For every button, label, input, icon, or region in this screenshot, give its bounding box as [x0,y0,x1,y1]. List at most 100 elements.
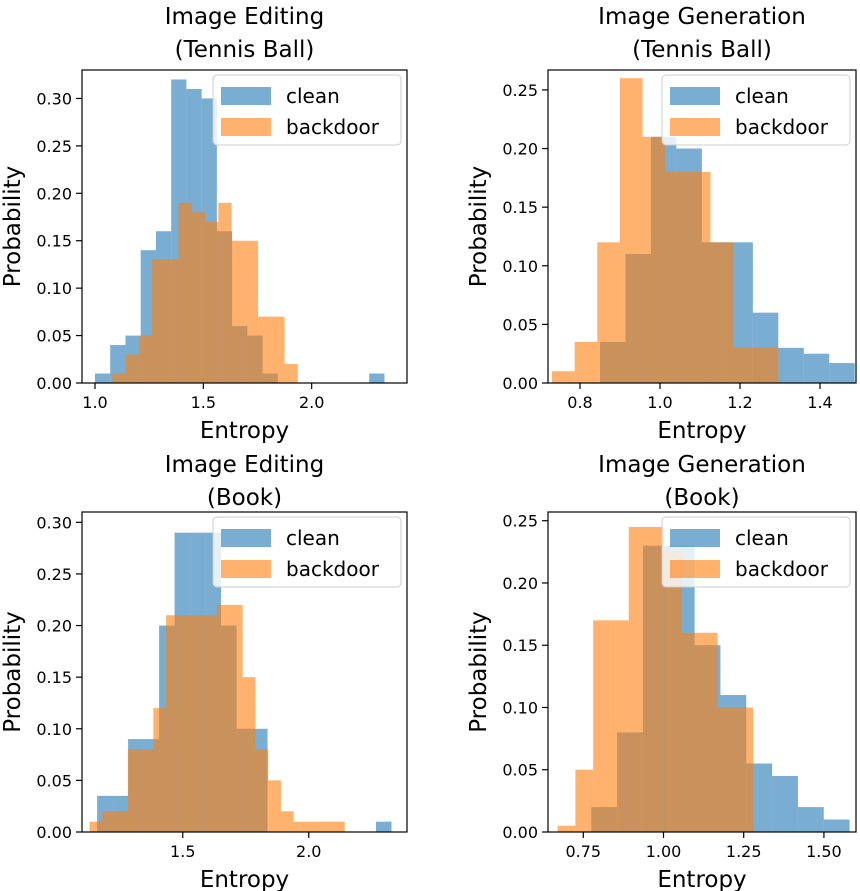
bar-backdoor [285,364,298,383]
legend-swatch-backdoor [670,560,720,578]
legend-swatch-clean [670,87,720,105]
y-tick-label: 0.15 [502,198,538,217]
bar-backdoor [575,342,598,383]
chart-title: Image Generation [598,4,806,30]
bar-backdoor [165,260,178,383]
y-tick-label: 0.25 [36,565,72,584]
x-tick-label: 2.0 [296,842,321,861]
y-tick-label: 0.20 [36,184,72,203]
y-axis-label: Probability [466,611,492,733]
bar-backdoor [294,822,307,832]
bar-clean [95,374,110,383]
x-tick-label: 1.25 [726,842,762,861]
y-tick-label: 0.20 [36,617,72,636]
y-tick-label: 0.30 [36,513,72,532]
chart-subtitle: (Book) [664,485,739,511]
bar-clean [829,363,854,383]
chart-panel-2: Image Generation (Tennis Ball) 0.00 0.05 0.1… [466,4,856,444]
y-tick-label: 0.25 [502,512,538,531]
bar-clean [778,348,803,383]
chart-panel-4: Image Generation (Book) 0.00 0.05 0.10 0.15 0.… [466,452,856,891]
chart-subtitle: (Tennis Ball) [632,37,772,63]
bar-backdoor [306,822,319,832]
bar-clean [376,822,391,832]
x-tick-label: 0.75 [565,842,601,861]
x-tick-label: 1.5 [191,393,216,412]
x-axis-label: Entropy [200,418,289,444]
chart-subtitle: (Book) [207,485,282,511]
y-tick-label: 0.00 [502,823,538,842]
bar-backdoor [664,552,682,832]
y-tick-label: 0.05 [36,771,72,790]
x-tick-label: 1.50 [806,842,842,861]
bar-backdoor [112,374,125,383]
y-tick-label: 0.15 [36,668,72,687]
bar-backdoor [102,811,115,832]
legend: clean backdoor [213,75,401,145]
chart-panel-3: Image Editing (Book) 0.00 0.05 0.10 0.15 0.20 0… [0,452,407,891]
legend-swatch-clean [221,87,271,105]
legend-label-backdoor: backdoor [735,557,829,581]
legend-label-clean: clean [735,84,789,108]
x-tick-label: 1.2 [727,393,752,412]
y-tick-label: 0.05 [36,327,72,346]
bar-backdoor [281,811,294,832]
chart-title: Image Editing [165,452,324,478]
bar-clean [824,820,850,832]
bar-backdoor [332,822,345,832]
bar-backdoor [552,371,575,383]
bar-backdoor [153,708,166,832]
bar-backdoor [643,137,666,383]
legend-label-backdoor: backdoor [286,115,380,139]
bar-backdoor [115,811,128,832]
bar-backdoor [141,749,154,832]
bar-backdoor [205,222,218,383]
legend-swatch-backdoor [221,560,271,578]
y-tick-label: 0.30 [36,89,72,108]
x-tick-label: 1.5 [170,842,195,861]
y-tick-label: 0.10 [36,720,72,739]
bar-backdoor [230,605,243,832]
chart-panel-1: Image Editing (Tennis Ball) 0.00 0.05 0.10 0.… [0,4,407,444]
legend-label-clean: clean [735,526,789,550]
y-tick-label: 0.05 [502,315,538,334]
bar-backdoor [126,355,139,383]
y-tick-label: 0.00 [502,374,538,393]
bar-backdoor [217,605,230,832]
chart-subtitle: (Tennis Ball) [175,37,315,63]
bar-backdoor [756,348,779,383]
legend-swatch-clean [670,529,720,547]
bar-backdoor [255,749,268,832]
y-tick-label: 0.20 [502,140,538,159]
legend-label-clean: clean [286,84,340,108]
bar-backdoor [218,203,231,383]
legend-label-clean: clean [286,526,340,550]
x-axis-label: Entropy [657,867,746,891]
bar-backdoor [558,826,576,832]
bar-backdoor [243,677,256,832]
bar-backdoor [245,241,258,383]
chart-title: Image Generation [598,452,806,478]
x-tick-label: 1.00 [646,842,682,861]
bar-backdoor [128,749,141,832]
bar-backdoor [700,633,718,832]
y-axis-label: Probability [0,166,26,288]
y-tick-label: 0.20 [502,574,538,593]
bar-backdoor [271,317,284,383]
bar-backdoor [718,707,736,832]
y-tick-label: 0.10 [502,698,538,717]
y-tick-label: 0.25 [36,137,72,156]
bar-backdoor [258,317,271,383]
legend: clean backdoor [213,517,401,587]
bar-backdoor [611,620,629,832]
legend-label-backdoor: backdoor [286,557,380,581]
bar-backdoor [90,822,103,832]
x-axis-label: Entropy [657,418,746,444]
bar-backdoor [179,203,192,383]
bar-backdoor [204,615,217,832]
bar-backdoor [139,336,152,383]
bar-backdoor [593,620,611,832]
legend-swatch-backdoor [221,118,271,136]
bar-backdoor [710,242,733,383]
bar-backdoor [268,780,281,832]
